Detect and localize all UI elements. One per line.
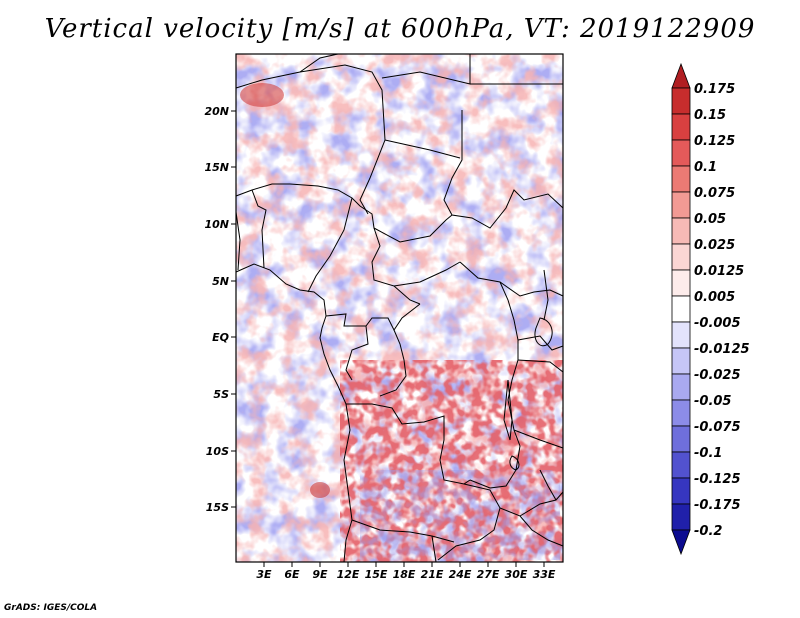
- colorbar-level-label: -0.0125: [694, 342, 750, 357]
- colorbar-level-label: 0.075: [694, 186, 735, 201]
- lon-label-3e: 3E: [256, 568, 272, 581]
- colorbar-swatch: [671, 139, 691, 167]
- lon-label-30e: 30E: [505, 568, 528, 581]
- colorbar-level-label: 0.005: [694, 290, 735, 305]
- colorbar-swatch: [671, 217, 691, 245]
- longitude-axis: [263, 562, 545, 567]
- lat-label-20n: 20N: [204, 105, 229, 118]
- colorbar-swatch: [671, 451, 691, 479]
- colorbar-swatch: [671, 425, 691, 453]
- colorbar-swatch: [671, 165, 691, 193]
- colorbar-level-label: 0.0125: [694, 264, 744, 279]
- colorbar-swatch: [671, 295, 691, 323]
- colorbar-swatch: [671, 321, 691, 349]
- lon-label-9e: 9E: [312, 568, 328, 581]
- lon-label-12e: 12E: [337, 568, 360, 581]
- lon-label-27e: 27E: [477, 568, 500, 581]
- lat-label-5s: 5S: [213, 388, 229, 401]
- lon-label-18e: 18E: [393, 568, 416, 581]
- lat-label-15n: 15N: [204, 161, 229, 174]
- colorbar-level-label: -0.2: [694, 524, 722, 539]
- colorbar-level-label: 0.15: [694, 108, 726, 123]
- colorbar-level-label: -0.05: [694, 394, 731, 409]
- lat-label-15s: 15S: [206, 501, 229, 514]
- lon-label-33e: 33E: [533, 568, 556, 581]
- latitude-axis: [231, 110, 236, 508]
- colorbar-level-label: -0.125: [694, 472, 741, 487]
- lat-label-5n: 5N: [212, 275, 229, 288]
- colorbar-level-label: -0.075: [694, 420, 741, 435]
- colorbar-swatch: [671, 503, 691, 531]
- colorbar-swatch: [671, 373, 691, 401]
- lon-label-21e: 21E: [421, 568, 444, 581]
- lon-label-6e: 6E: [284, 568, 300, 581]
- colorbar-swatch: [671, 529, 691, 556]
- colorbar-level-label: -0.025: [694, 368, 741, 383]
- lon-label-15e: 15E: [365, 568, 388, 581]
- colorbar-level-label: -0.005: [694, 316, 741, 331]
- colorbar-swatch: [671, 477, 691, 505]
- colorbar-swatch: [671, 399, 691, 427]
- lat-label-eq: EQ: [212, 331, 229, 344]
- lat-label-10s: 10S: [206, 445, 229, 458]
- colorbar: 0.175 0.15 0.125 0.1 0.075 0.05 0.025 0.0125 0.0…: [671, 62, 750, 556]
- colorbar-swatch: [671, 347, 691, 375]
- colorbar-level-label: -0.1: [694, 446, 722, 461]
- plot-frame: [235, 53, 564, 563]
- colorbar-level-label: 0.1: [694, 160, 717, 175]
- colorbar-swatch: [671, 87, 691, 115]
- colorbar-swatch: [671, 113, 691, 141]
- colorbar-level-label: 0.025: [694, 238, 735, 253]
- colorbar-swatch: [671, 62, 691, 89]
- country-borders: [235, 53, 564, 563]
- footer-credit: GrADS: IGES/COLA: [4, 603, 98, 613]
- lat-label-10n: 10N: [204, 218, 229, 231]
- colorbar-swatch: [671, 191, 691, 219]
- colorbar-level-label: 0.05: [694, 212, 726, 227]
- chart-title: Vertical velocity [m/s] at 600hPa, VT: 2…: [44, 14, 756, 44]
- lon-label-24e: 24E: [449, 568, 472, 581]
- vertical-velocity-field: [236, 54, 563, 562]
- colorbar-swatch: [671, 269, 691, 297]
- colorbar-level-label: -0.175: [694, 498, 741, 513]
- colorbar-level-label: 0.125: [694, 134, 735, 149]
- colorbar-swatch: [671, 243, 691, 271]
- lakes: [503, 269, 553, 471]
- colorbar-level-label: 0.175: [694, 82, 735, 97]
